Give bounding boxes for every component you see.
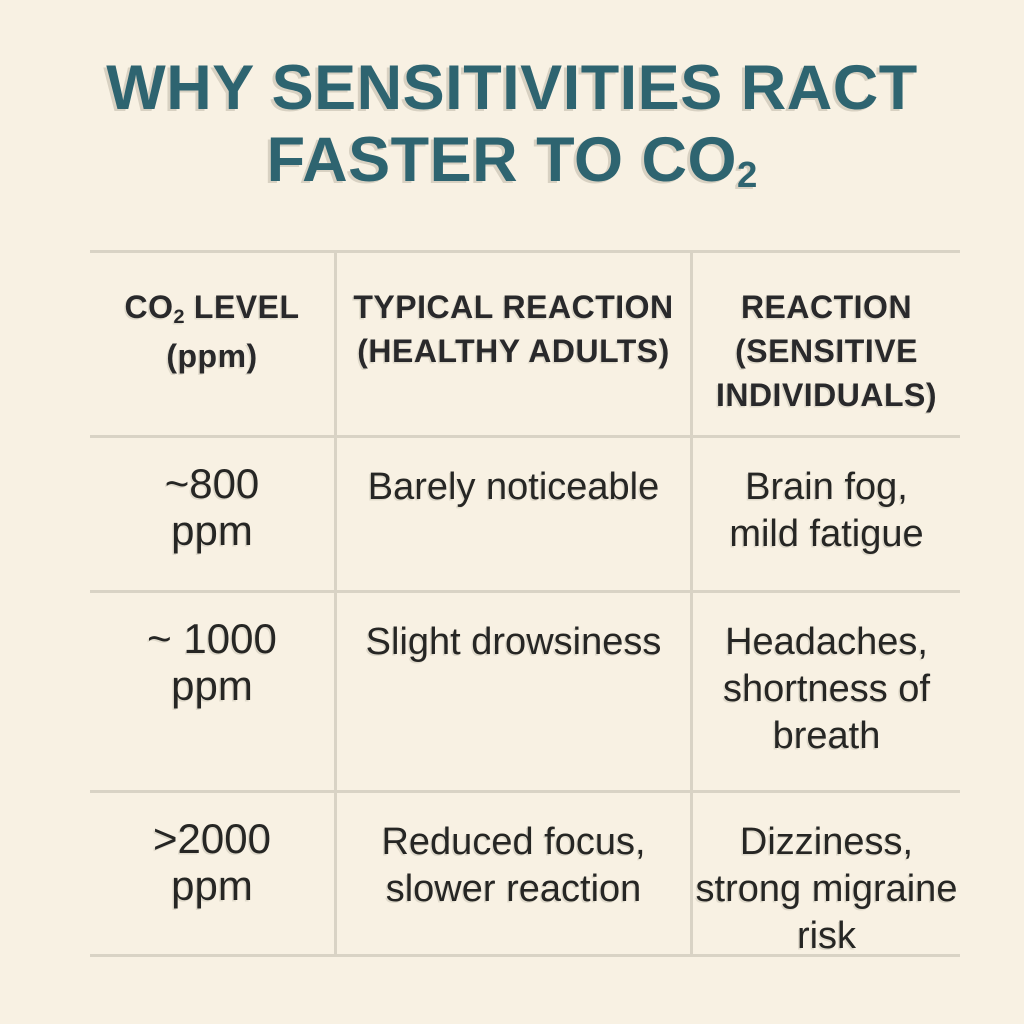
co2-level-header-post: LEVEL — [184, 289, 300, 325]
table-cell-sensitive-1000: Headaches, shortness of breath — [690, 590, 960, 790]
column-header-sensitive-reaction: REACTION (SENSITIVE INDIVIDUALS) — [690, 253, 960, 435]
table-cell-healthy-800: Barely noticeable — [334, 435, 690, 590]
table-cell-level-1000: ~ 1000 ppm — [90, 590, 334, 790]
table-cell-healthy-1000: Slight drowsiness — [334, 590, 690, 790]
table-cell-sensitive-2000: Dizziness, strong migraine risk — [690, 790, 960, 957]
co2-level-header-pre: CO — [124, 289, 174, 325]
co2-subscript: 2 — [173, 305, 185, 328]
table-cell-level-800: ~800 ppm — [90, 435, 334, 590]
co2-level-header-unit: (ppm) — [166, 338, 258, 374]
title-line-2: FASTER TO CO2 — [0, 124, 1024, 205]
title-line-2-text: FASTER TO CO — [266, 125, 738, 195]
table-cell-sensitive-800: Brain fog, mild fatigue — [690, 435, 960, 590]
title-line-1: WHY SENSITIVITIES RACT — [106, 53, 918, 123]
column-header-typical-reaction: TYPICAL REACTION (HEALTHY ADULTS) — [334, 253, 690, 435]
title-co2-subscript: 2 — [737, 153, 758, 195]
table-cell-level-2000: >2000 ppm — [90, 790, 334, 954]
column-header-co2-level: CO2 LEVEL (ppm) — [90, 253, 334, 435]
page-title: WHY SENSITIVITIES RACT FASTER TO CO2 — [0, 0, 1024, 205]
co2-reaction-table: CO2 LEVEL (ppm) TYPICAL REACTION (HEALTH… — [90, 250, 960, 957]
table-cell-healthy-2000: Reduced focus, slower reaction — [334, 790, 690, 954]
